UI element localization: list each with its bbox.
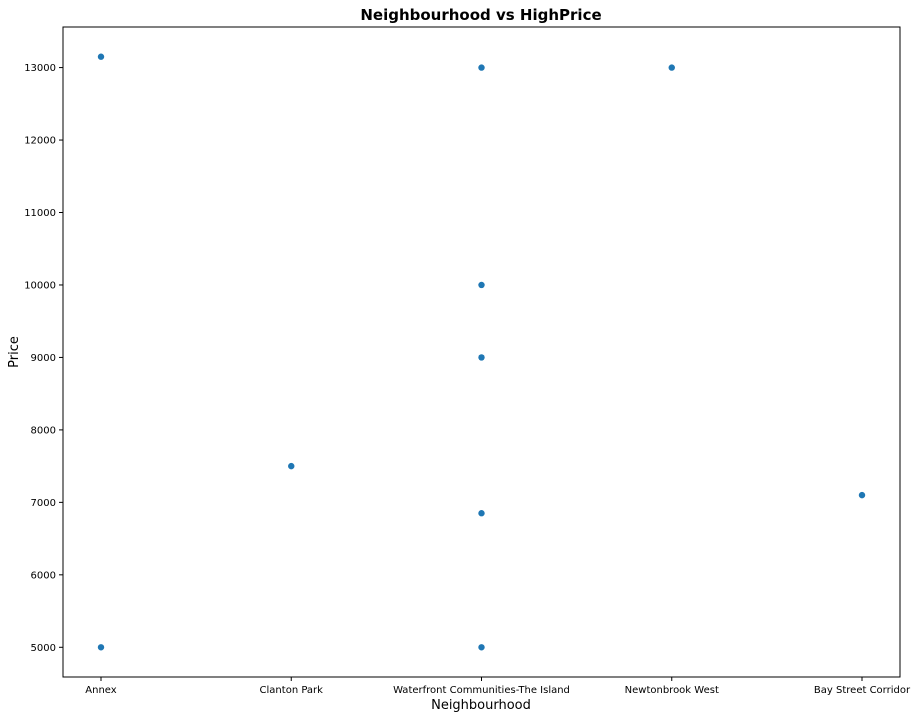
x-tick-label: Annex — [85, 685, 116, 696]
y-axis-label: Price — [7, 336, 22, 368]
data-point — [858, 491, 866, 499]
data-points — [97, 53, 866, 651]
data-point — [288, 462, 295, 470]
data-point — [478, 644, 485, 651]
data-point — [97, 644, 105, 651]
x-tick-label: Newtonbrook West — [625, 685, 719, 696]
x-axis: Annex Clanton Park Waterfront Communities-… — [85, 677, 911, 696]
data-point — [97, 53, 105, 60]
x-tick-label: Waterfront Communities-The Island — [393, 685, 570, 696]
y-tick-label: 11000 — [24, 208, 56, 219]
y-tick-label: 5000 — [31, 643, 56, 654]
y-tick-label: 10000 — [24, 280, 56, 291]
plot-area — [62, 26, 901, 678]
y-tick-label: 6000 — [31, 570, 56, 581]
y-axis: 5000 6000 7000 8000 9000 10000 11000 12000 13000 — [24, 63, 63, 654]
y-tick-label: 7000 — [31, 498, 56, 509]
y-tick-label: 12000 — [24, 136, 56, 147]
data-point — [478, 64, 485, 71]
y-tick-label: 13000 — [24, 63, 56, 74]
y-tick-label: 9000 — [31, 353, 56, 364]
x-tick-label: Clanton Park — [260, 685, 324, 696]
x-axis-label: Neighbourhood — [431, 698, 531, 713]
data-point — [668, 64, 675, 71]
chart-title: Neighbourhood vs HighPrice — [360, 6, 601, 24]
x-tick-label: Bay Street Corridor — [814, 685, 911, 696]
data-point — [478, 354, 485, 361]
data-point — [478, 281, 485, 289]
y-tick-label: 8000 — [31, 425, 56, 436]
data-point — [478, 510, 485, 517]
